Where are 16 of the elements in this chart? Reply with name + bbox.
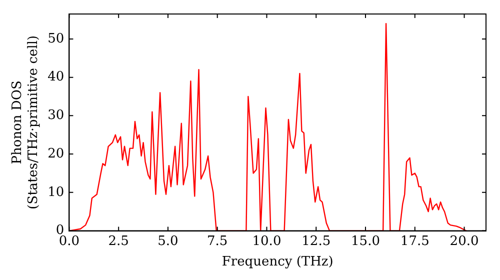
x-tick-label: 0.0 xyxy=(58,234,80,249)
x-tick-label: 20.0 xyxy=(450,234,479,249)
y-axis-title: Phonon DOS (States/THz·primitive cell) xyxy=(10,35,41,210)
x-tick-label: 12.5 xyxy=(302,234,331,249)
y-tick-label: 10 xyxy=(48,184,64,200)
x-tick-label: 5.0 xyxy=(158,234,178,249)
x-tick-label: 2.5 xyxy=(108,234,129,249)
x-tick-label: 10.0 xyxy=(252,234,282,249)
y-tick-label: 50 xyxy=(48,31,64,46)
x-axis-title: Frequency (THz) xyxy=(222,254,334,270)
y-tick-label: 30 xyxy=(48,108,64,124)
x-tick-label: 15.0 xyxy=(351,234,380,249)
x-tick-label: 17.5 xyxy=(400,234,430,249)
y-tick-label: 20 xyxy=(48,146,64,162)
y-tick-label: 40 xyxy=(48,70,64,85)
x-tick-label: 7.5 xyxy=(207,234,228,249)
